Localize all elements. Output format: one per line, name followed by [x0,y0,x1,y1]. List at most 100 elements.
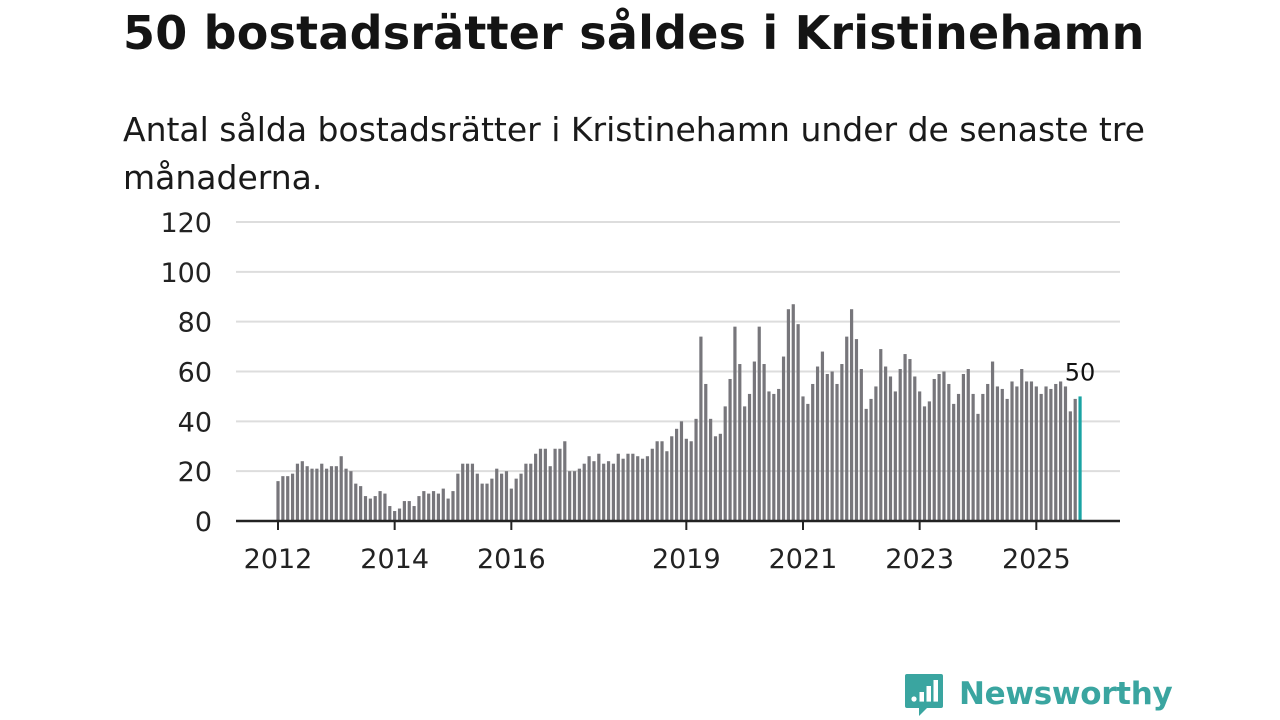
bar [519,473,523,521]
bar [947,383,951,521]
bar [334,466,338,521]
bar [976,413,980,521]
bar [777,388,781,521]
bar [563,441,567,521]
bar [446,498,450,521]
brand-name: Newsworthy [959,676,1173,712]
bar [558,448,562,521]
bar [728,378,732,521]
x-tick-label: 2021 [769,544,838,575]
bar-highlight [1078,396,1082,521]
bar [417,496,421,521]
y-tick-label: 60 [178,358,212,389]
bar [937,373,941,521]
bar [806,403,810,521]
bar [290,473,295,521]
bar [791,304,795,521]
bar [1005,398,1009,521]
brand-logo[interactable]: Newsworthy [903,670,1173,718]
bar [543,448,547,521]
y-tick-label: 80 [178,308,212,339]
y-tick-label: 0 [195,507,212,538]
bar [397,508,402,521]
bar [490,478,494,521]
bar [723,406,727,521]
bar [431,491,436,521]
bar [869,398,873,521]
bar [495,468,499,521]
bar [684,438,688,521]
bar [582,463,586,521]
bar [354,483,358,521]
bar [990,361,995,521]
bar [475,473,479,521]
bar [932,378,936,521]
bar [898,369,902,521]
bar [718,433,722,521]
bar [640,458,645,521]
bar [534,453,538,521]
bar [884,366,888,521]
bar [733,326,737,521]
bar [529,463,533,521]
bar [587,456,591,521]
bar [1044,386,1048,521]
bar [893,391,897,521]
bar [918,391,922,521]
bar [995,386,1000,521]
bar [971,393,975,521]
bar [752,361,756,521]
bar [961,373,966,521]
y-tick-label: 20 [178,457,212,488]
bar [845,336,849,521]
x-tick-label: 2012 [244,544,313,575]
bar [592,461,596,521]
bar [1020,369,1024,521]
bar [981,393,985,521]
bar [456,473,460,521]
bar [655,441,659,521]
bar [500,473,504,521]
bar [325,468,329,521]
chart-subtitle: Antal sålda bostadsrätter i Kristinehamn… [123,110,1145,197]
bar [801,396,805,521]
bar [451,491,455,521]
bar [344,468,348,521]
bar [315,468,319,521]
bar [922,406,927,521]
bar [407,501,411,521]
x-tick-label: 2019 [652,544,721,575]
bar [859,369,863,521]
bar [713,436,718,521]
bar [305,466,309,521]
bar [514,478,518,521]
data-label-last: 50 [1065,358,1096,386]
bar [903,354,907,521]
bar [956,393,961,521]
bar [548,466,552,521]
bar [300,461,304,521]
bar [699,336,703,521]
bar [1059,381,1063,521]
bar [689,441,693,521]
bar [762,364,766,521]
bar [757,326,761,521]
bar [465,463,470,521]
bar [679,421,684,521]
bar [597,453,601,521]
bar [329,466,334,521]
bar [660,441,664,521]
bar [636,456,640,521]
bar [849,309,854,521]
bar [650,448,654,521]
bar [621,458,625,521]
bar [470,463,475,521]
bar [295,463,300,521]
bar [1029,381,1034,521]
bar [815,366,820,521]
bar [461,463,465,521]
bar [781,356,786,521]
bar [577,468,581,521]
bar [320,463,324,521]
